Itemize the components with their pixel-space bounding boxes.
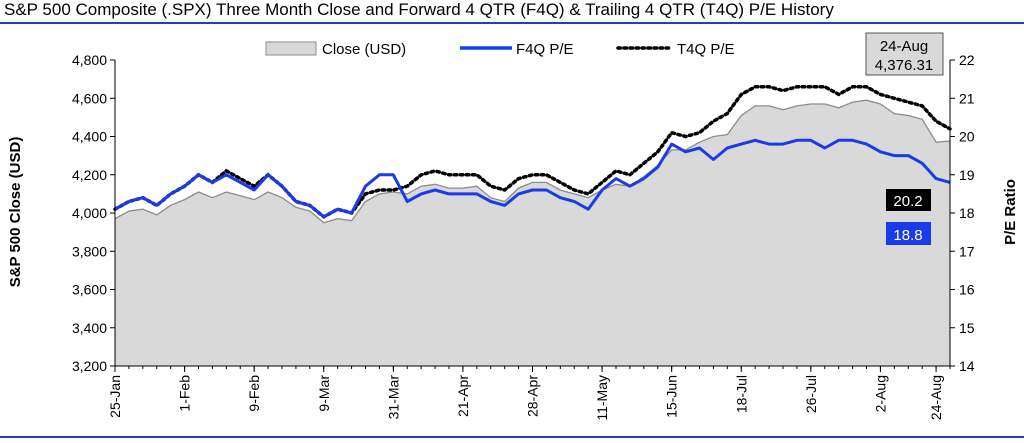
t4q-callout-value: 20.2 [893,193,922,210]
last-close-box [865,32,944,76]
x-tick-label: 9-Feb [246,375,262,412]
legend-t4q-label: T4Q P/E [677,41,735,58]
y-tick-label: 4,600 [72,90,107,106]
legend-close-swatch [265,41,317,56]
y-tick-label: 3,800 [72,243,107,259]
t4q-line [113,85,952,219]
last-close-value: 4,376.31 [875,57,933,74]
y2-tick-label: 15 [959,320,975,336]
y-tick-label: 4,400 [72,129,107,145]
y2-tick-label: 14 [959,358,975,374]
y-tick-label: 3,600 [72,282,107,298]
t4q-callout-box [886,189,931,211]
last-close-date: 24-Aug [880,38,928,55]
x-tick-label: 15-Jun [664,375,680,418]
last-close-callout: 24-Aug 4,376.31 [865,32,944,76]
y-tick-label: 3,400 [72,320,107,336]
legend: Close (USD) F4Q P/E T4Q P/E [265,41,735,58]
f4q-callout-value: 18.8 [893,227,922,244]
x-tick-label: 31-Mar [385,375,401,420]
y2-tick-label: 19 [959,167,975,183]
y2-axis-label: P/E Ratio [1002,179,1019,245]
f4q-callout-box [886,222,931,245]
y2-tick-label: 20 [959,129,975,145]
y-tick-label: 4,200 [72,167,107,183]
chart-title: S&P 500 Composite (.SPX) Three Month Clo… [4,0,834,19]
f4q-line [114,138,951,219]
y2-tick-label: 16 [959,282,975,298]
close-area-group [114,99,951,366]
x-tick-label: 26-Jul [803,375,819,413]
x-tick-label: 1-Feb [177,375,193,412]
legend-f4q-label: F4Q P/E [516,41,574,58]
top-rule [0,22,1024,24]
x-tick-label: 28-Apr [525,375,541,417]
ticks-group: 3,200 3,400 3,600 3,800 4,000 4,200 4,400 4,600… [72,52,975,421]
x-tick-label: 21-Apr [455,375,471,417]
f4q-callout: 18.8 [886,222,931,245]
y-tick-label: 4,800 [72,52,107,68]
y-tick-label: 3,200 [72,358,107,374]
t4q-callout: 20.2 [886,189,931,211]
x-tick-label: 2-Aug [872,375,888,412]
y-axis-label: S&P 500 Close (USD) [7,137,24,288]
pe-lines-group [113,85,952,219]
y2-tick-label: 22 [959,52,975,68]
legend-close-label: Close (USD) [322,41,406,58]
y2-tick-label: 18 [959,205,975,221]
close-line [114,99,951,224]
close-area [115,100,950,366]
bottom-rule [0,436,1024,438]
x-tick-label: 9-Mar [316,375,332,412]
x-tick-label: 11-May [594,375,610,421]
x-tick-label: 24-Aug [928,375,944,420]
x-tick-label: 25-Jan [107,375,123,418]
y-tick-label: 4,000 [72,205,107,221]
x-tick-label: 18-Jul [733,375,749,413]
y2-tick-label: 17 [959,243,975,259]
y2-tick-label: 21 [959,90,975,106]
